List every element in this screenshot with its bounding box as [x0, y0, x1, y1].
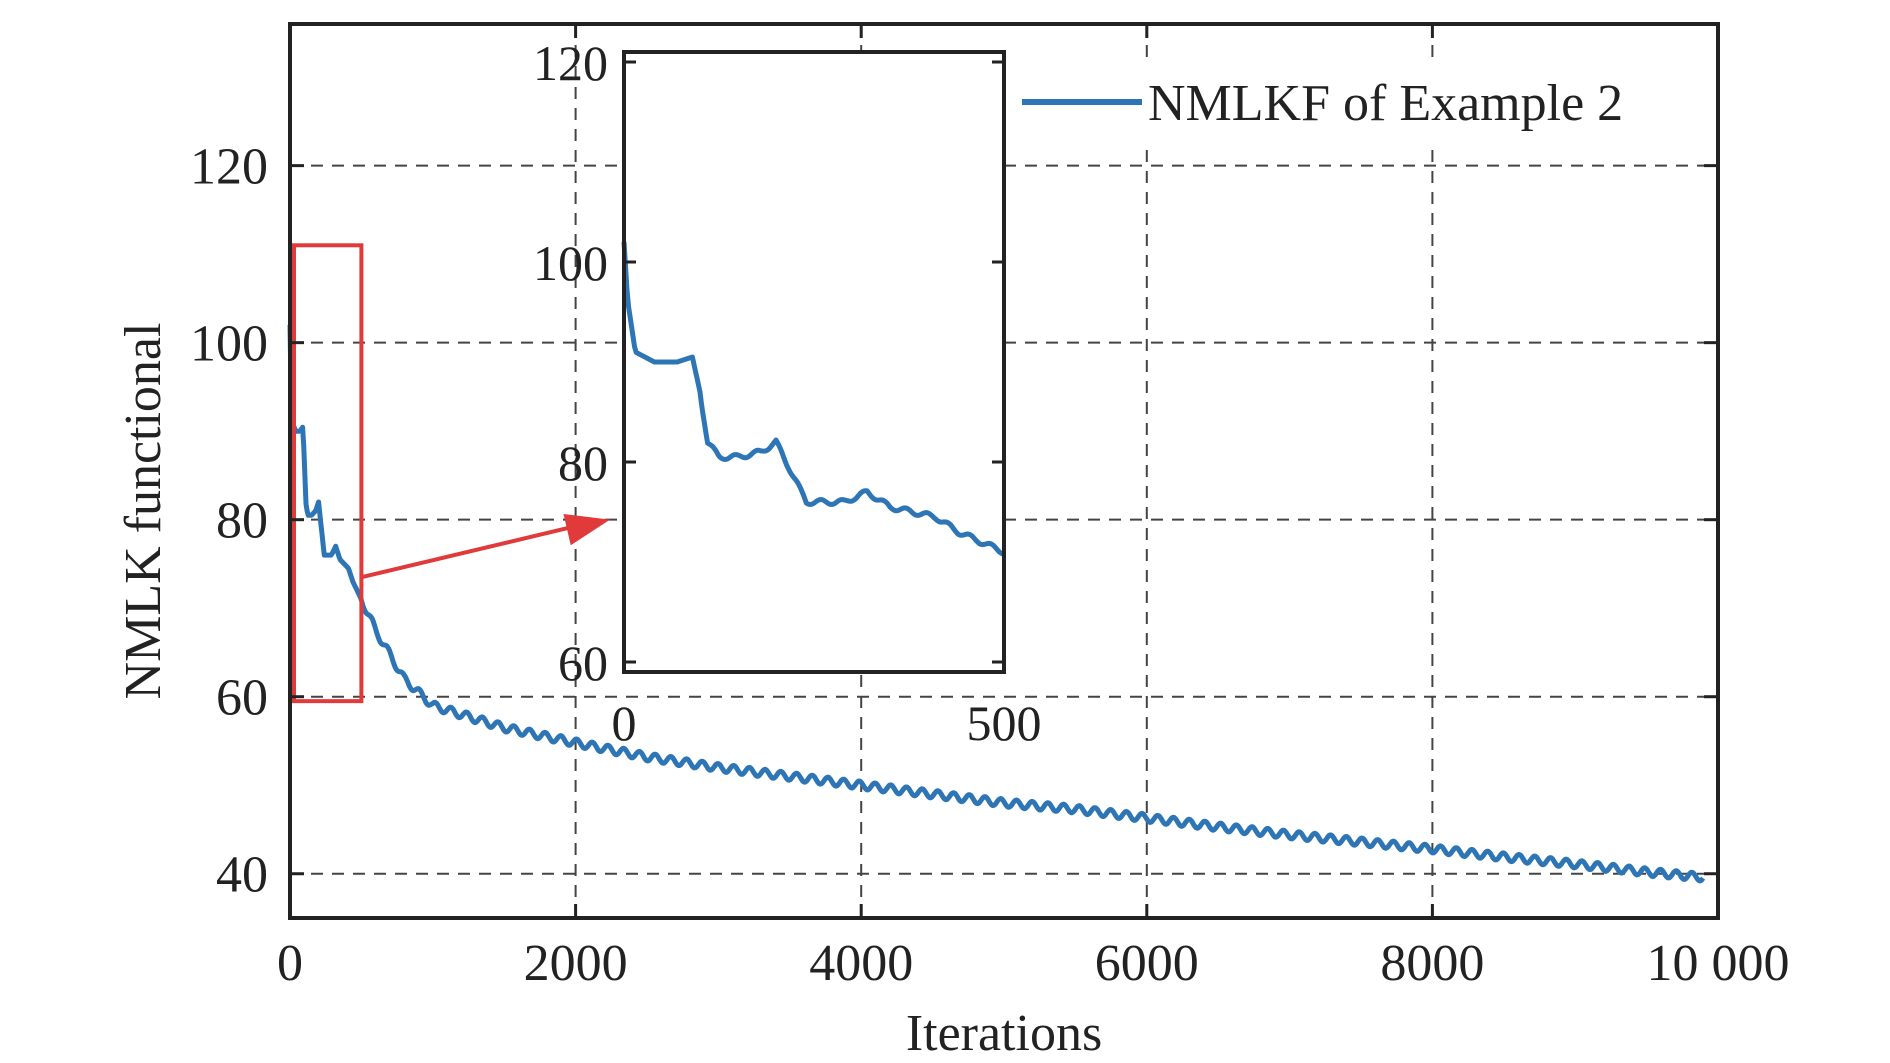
inset-chart: 0 500 60 80 100 120 — [533, 35, 1042, 751]
y-axis-label: NMLK functional — [115, 323, 172, 700]
inset-plot-area — [621, 241, 1005, 557]
y-tick-label-1: 60 — [216, 670, 268, 727]
inset-x-tick-label-1: 500 — [967, 695, 1042, 751]
y-tick-label-0: 40 — [216, 847, 268, 904]
zoom-box — [292, 243, 364, 704]
inset-y-tick-label-0: 60 — [558, 635, 608, 691]
inset-x-tick-label-0: 0 — [612, 695, 637, 751]
main-ticks: 0 2000 4000 6000 8000 10 000 40 60 80 100 120 — [190, 24, 1790, 992]
inset-axes-frame — [622, 50, 1006, 674]
x-tick-label-1: 2000 — [524, 935, 628, 992]
x-tick-label-2: 4000 — [809, 935, 913, 992]
x-tick-label-5: 10 000 — [1647, 935, 1790, 992]
x-tick-label-3: 6000 — [1095, 935, 1199, 992]
x-axis-label: Iterations — [906, 1005, 1102, 1062]
legend-label: NMLKF of Example 2 — [1148, 75, 1623, 132]
inset-y-tick-label-2: 100 — [533, 235, 608, 291]
inset-y-tick-label-1: 80 — [558, 435, 608, 491]
zoom-layer — [292, 243, 610, 704]
legend: NMLKF of Example 2 — [1016, 62, 1716, 144]
inset-background — [624, 52, 1004, 672]
zoom-arrow-shaft — [360, 521, 587, 580]
zoom-arrow-head — [563, 514, 610, 546]
main-plot-area — [287, 324, 1706, 884]
series-line-inset — [621, 241, 1005, 557]
main-axes-frame — [288, 22, 1720, 920]
series-line-main — [287, 324, 1706, 884]
inset-y-tick-label-3: 120 — [533, 35, 608, 91]
y-tick-label-4: 120 — [190, 139, 268, 196]
y-tick-label-3: 100 — [190, 316, 268, 373]
x-tick-label-4: 8000 — [1380, 935, 1484, 992]
inset-ticks: 0 500 60 80 100 120 — [533, 35, 1042, 751]
x-tick-label-0: 0 — [277, 935, 303, 992]
y-tick-label-2: 80 — [216, 493, 268, 550]
